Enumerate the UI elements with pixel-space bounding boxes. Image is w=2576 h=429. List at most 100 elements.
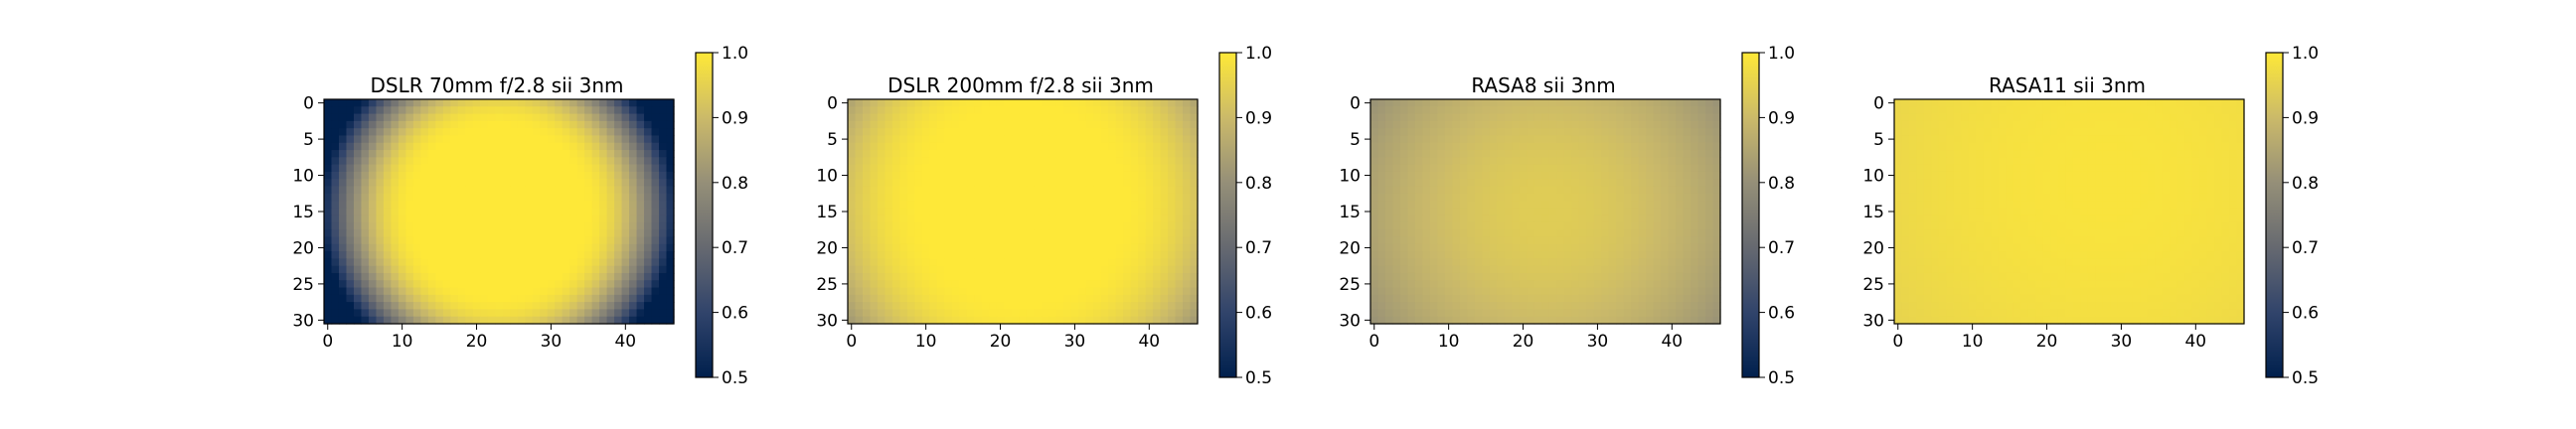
heatmap-cell xyxy=(562,171,570,180)
heatmap-cell xyxy=(2125,164,2134,173)
heatmap-cell xyxy=(495,236,504,245)
heatmap-cell xyxy=(2170,164,2178,173)
heatmap-cell xyxy=(959,120,968,129)
heatmap-cell xyxy=(1437,201,1446,209)
heatmap-cell xyxy=(877,164,886,173)
heatmap-cell xyxy=(1085,302,1094,311)
heatmap-cell xyxy=(435,243,444,252)
heatmap-cell xyxy=(1976,99,1985,107)
heatmap-cell xyxy=(1123,135,1132,144)
heatmap-cell xyxy=(1048,193,1057,202)
heatmap-cell xyxy=(1571,287,1580,296)
heatmap-cell xyxy=(525,294,534,303)
heatmap-cell xyxy=(1100,221,1109,230)
heatmap-cell xyxy=(966,309,975,318)
heatmap-cell xyxy=(555,265,564,274)
heatmap-cell xyxy=(989,171,998,180)
heatmap-cell xyxy=(1653,201,1662,209)
heatmap-cell xyxy=(1489,214,1498,223)
heatmap-cell xyxy=(1608,128,1617,137)
heatmap-cell xyxy=(885,164,893,173)
heatmap-cell xyxy=(525,157,534,166)
heatmap-cell xyxy=(562,135,570,144)
heatmap-cell xyxy=(885,287,893,296)
heatmap-cell xyxy=(1474,150,1483,158)
heatmap-cell xyxy=(1026,258,1035,267)
heatmap-cell xyxy=(2080,113,2089,122)
heatmap-cell xyxy=(1063,113,1072,122)
heatmap-cell xyxy=(1668,258,1677,267)
heatmap-cell xyxy=(1384,265,1394,274)
heatmap-cell xyxy=(599,120,608,129)
heatmap-cell xyxy=(361,113,370,122)
heatmap-cell xyxy=(1153,287,1162,296)
heatmap-cell xyxy=(480,214,489,223)
heatmap-cell xyxy=(996,302,1005,311)
heatmap-cell xyxy=(383,135,392,144)
heatmap-cell xyxy=(1608,157,1617,166)
heatmap-cell xyxy=(1108,164,1117,173)
heatmap-cell xyxy=(1168,309,1177,318)
heatmap-cell xyxy=(457,186,466,195)
heatmap-cell xyxy=(1093,214,1102,223)
heatmap-cell xyxy=(1004,229,1013,238)
heatmap-cell xyxy=(1631,265,1640,274)
heatmap-cell xyxy=(1608,171,1617,180)
heatmap-cell xyxy=(855,265,864,274)
heatmap-cell xyxy=(1668,193,1677,202)
heatmap-cell xyxy=(346,150,355,158)
heatmap-cell xyxy=(1474,171,1483,180)
heatmap-cell xyxy=(1489,186,1498,195)
heatmap-cell xyxy=(1399,128,1409,137)
heatmap-cell xyxy=(606,243,615,252)
heatmap-cell xyxy=(1078,272,1087,281)
heatmap-cell xyxy=(346,193,355,202)
heatmap-cell xyxy=(1370,236,1379,245)
heatmap-cell xyxy=(1004,193,1013,202)
heatmap-cell xyxy=(1946,164,1955,173)
heatmap-cell xyxy=(1519,208,1528,216)
heatmap-cell xyxy=(1100,150,1109,158)
heatmap-cell xyxy=(974,236,983,245)
heatmap-cell xyxy=(1093,236,1102,245)
heatmap-cell xyxy=(1697,229,1706,238)
heatmap-cell xyxy=(951,309,960,318)
colorbar: 0.50.60.70.80.91.0 xyxy=(695,44,748,388)
heatmap-cell xyxy=(1946,106,1955,115)
heatmap-cell xyxy=(547,171,556,180)
heatmap-cell xyxy=(1452,214,1461,223)
heatmap-cell xyxy=(1085,186,1094,195)
heatmap-cell xyxy=(1533,113,1542,122)
heatmap-cell xyxy=(2199,142,2208,151)
heatmap-cell xyxy=(2072,150,2081,158)
heatmap-cell xyxy=(457,229,466,238)
heatmap-cell xyxy=(644,258,653,267)
heatmap-cell xyxy=(591,265,600,274)
heatmap-cell xyxy=(906,229,915,238)
heatmap-cell xyxy=(651,272,660,281)
heatmap-cell xyxy=(361,150,370,158)
heatmap-cell xyxy=(2006,164,2014,173)
heatmap-cell xyxy=(1705,164,1714,173)
heatmap-cell xyxy=(1601,316,1610,325)
heatmap-cell xyxy=(1548,236,1557,245)
heatmap-cell xyxy=(644,265,653,274)
heatmap-cell xyxy=(885,251,893,259)
heatmap-cell xyxy=(659,280,668,289)
heatmap-cell xyxy=(1011,157,1020,166)
heatmap-cell xyxy=(576,302,585,311)
heatmap-cell xyxy=(899,302,908,311)
heatmap-cell xyxy=(921,265,930,274)
heatmap-cell xyxy=(659,208,668,216)
heatmap-cell xyxy=(1608,214,1617,223)
heatmap-cell xyxy=(487,294,496,303)
heatmap-cell xyxy=(870,236,879,245)
heatmap-cell xyxy=(1608,221,1617,230)
heatmap-cell xyxy=(540,287,549,296)
heatmap-cell xyxy=(376,150,385,158)
heatmap-cell xyxy=(353,272,363,281)
heatmap-cell xyxy=(1063,265,1072,274)
heatmap-cell xyxy=(435,236,444,245)
heatmap-cell xyxy=(1541,265,1550,274)
heatmap-cell xyxy=(1190,128,1199,137)
